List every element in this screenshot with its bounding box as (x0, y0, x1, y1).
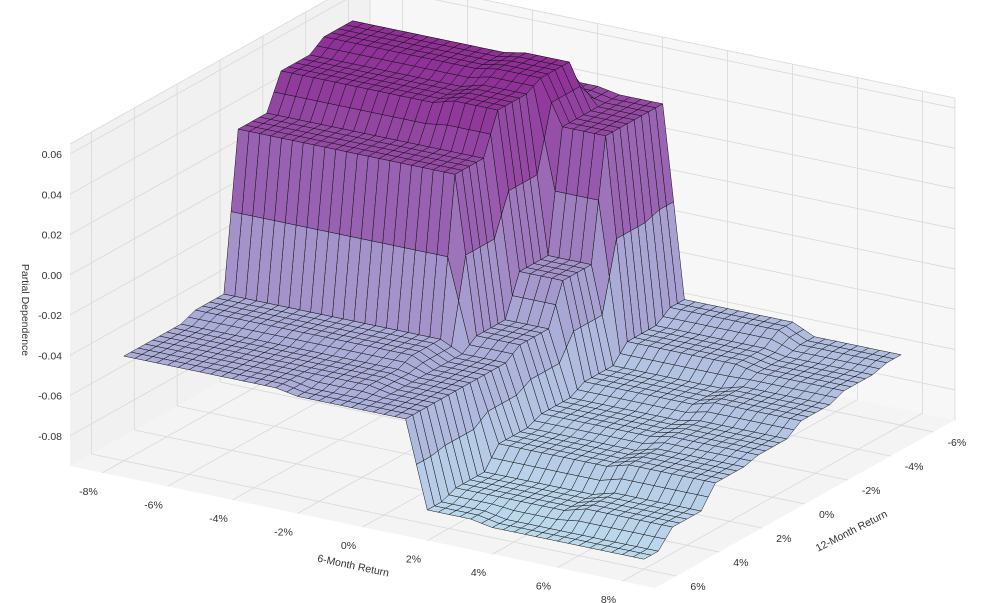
z-tick-label: -0.04 (38, 350, 62, 362)
x-tick-label: 6% (536, 581, 551, 593)
x-tick-label: -2% (274, 526, 293, 538)
z-axis-label: Partial Dependence (19, 264, 31, 356)
x-axis-label: 6-Month Return (316, 553, 390, 580)
x-tick-label: 0% (341, 540, 356, 552)
x-tick-label: -4% (209, 513, 228, 525)
y-tick-label: -2% (862, 485, 881, 497)
z-tick-label: -0.06 (38, 391, 62, 403)
x-tick-label: 4% (471, 567, 486, 579)
pane-edge (69, 0, 328, 145)
pane-edge (483, 0, 956, 99)
surface-patch (123, 351, 143, 359)
z-tick-label: 0.04 (42, 189, 63, 201)
z-tick-label: -0.02 (38, 310, 62, 322)
grid-back-z (434, 0, 956, 109)
z-tick-label: 0.02 (42, 230, 63, 242)
y-tick-label: 6% (690, 581, 705, 593)
y-tick-label: -4% (905, 461, 924, 473)
z-tick-label: 0.06 (42, 149, 63, 161)
surface-mesh (123, 20, 902, 560)
x-tick-label: -8% (79, 486, 98, 498)
y-tick-label: 2% (776, 533, 791, 545)
grid-left-z (69, 0, 346, 155)
y-tick-label: 4% (733, 557, 748, 569)
y-tick-label: -6% (948, 437, 967, 449)
x-tick-label: 2% (406, 554, 421, 566)
z-tick-label: -0.08 (38, 431, 62, 443)
tick-labels: -8% -6% -4% -2% 0% 2% 4% 6% 8% -6% -4% -2% 0% 2% 4% 6% -… (38, 149, 966, 603)
y-tick-label: 0% (819, 509, 834, 521)
z-tick-label: 0.00 (42, 270, 63, 282)
x-tick-label: 8% (601, 594, 616, 603)
grid-floor-y (91, 453, 677, 577)
x-tick-label: -6% (144, 499, 163, 511)
